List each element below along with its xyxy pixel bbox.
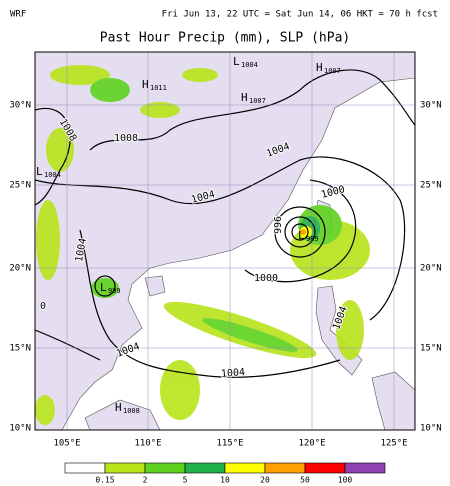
lat-label: 15°N (420, 344, 442, 354)
contour-label: 1000 (254, 273, 278, 284)
contour-label: 996 (273, 216, 284, 234)
contour-label: 1004 (74, 237, 89, 263)
lat-label: 25°N (9, 181, 31, 191)
colorbar-swatch (144, 462, 186, 474)
pressure-center-value: 1004 (44, 171, 61, 179)
contour-label: 1004 (221, 367, 246, 380)
colorbar-swatch (264, 462, 306, 474)
pressure-center-letter: L (298, 229, 305, 242)
pressure-center-value: 1008 (123, 407, 140, 415)
colorbar-swatch (104, 462, 146, 474)
colorbar-tick-label: 5 (183, 476, 188, 485)
lat-label: 10°N (9, 424, 31, 434)
lat-label: 20°N (9, 264, 31, 274)
colorbar-swatch (344, 462, 386, 474)
lat-label: 15°N (9, 344, 31, 354)
colorbar-swatch (224, 462, 266, 474)
pressure-center-value: 999 (108, 287, 121, 295)
lat-label: 30°N (9, 101, 31, 111)
lon-label: 115°E (216, 439, 243, 449)
lon-label: 125°E (380, 439, 407, 449)
colorbar-tick-label: 10 (220, 476, 230, 485)
colorbar-tick-label: 0.15 (95, 476, 114, 485)
lon-label: 120°E (298, 439, 325, 449)
map-title: Past Hour Precip (mm), SLP (hPa) (100, 31, 350, 46)
pressure-center-letter: H (316, 61, 323, 74)
lat-label: 25°N (420, 181, 442, 191)
pressure-center-value: 1007 (324, 67, 341, 75)
pressure-center-letter: H (115, 401, 122, 414)
contour-label: 1008 (114, 133, 138, 144)
contour-label: 0 (40, 301, 46, 312)
model-label: WRF (10, 10, 26, 20)
pressure-center-letter: H (142, 78, 149, 91)
pressure-center-value: 1007 (249, 97, 266, 105)
pressure-center-letter: L (100, 281, 107, 294)
colorbar-swatch (184, 462, 226, 474)
colorbar-tick-label: 100 (338, 476, 353, 485)
pressure-center-letter: L (233, 55, 240, 68)
pressure-center-value: 989 (306, 235, 319, 243)
lon-label: 105°E (53, 439, 80, 449)
map-frame (34, 51, 416, 431)
colorbar-tick-label: 2 (143, 476, 148, 485)
pressure-center-value: 1004 (241, 61, 258, 69)
pressure-center-letter: H (241, 91, 248, 104)
colorbar-swatch (64, 462, 106, 474)
pressure-center-letter: L (36, 165, 43, 178)
pressure-center-value: 1011 (150, 84, 167, 92)
valid-time: Fri Jun 13, 22 UTC = Sat Jun 14, 06 HKT … (162, 10, 438, 20)
lat-label: 20°N (420, 264, 442, 274)
lon-label: 110°E (134, 439, 161, 449)
colorbar-swatch (304, 462, 346, 474)
lat-label: 30°N (420, 101, 442, 111)
colorbar-tick-label: 20 (260, 476, 270, 485)
lat-label: 10°N (420, 424, 442, 434)
colorbar-tick-label: 50 (300, 476, 310, 485)
